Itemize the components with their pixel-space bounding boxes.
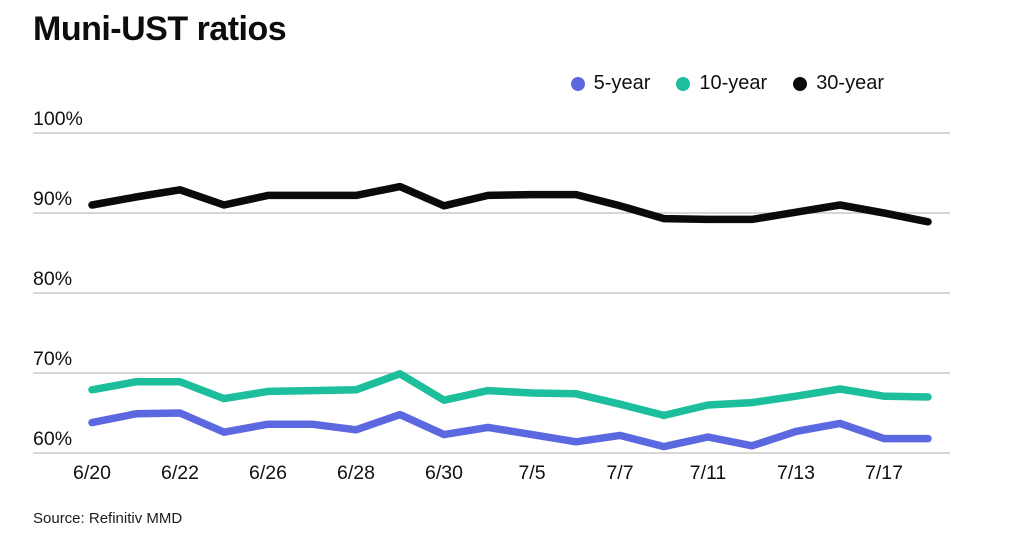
legend-dot-10-year-icon <box>676 76 691 91</box>
source-attribution: Source: Refinitiv MMD <box>33 510 183 527</box>
y-axis-label-70: 70% <box>33 348 72 370</box>
y-axis-label-100: 100% <box>33 108 83 130</box>
legend-item-5-year: 5-year <box>570 72 651 95</box>
y-axis-label-60: 60% <box>33 428 72 450</box>
x-axis-label-6-28: 6/28 <box>337 462 375 484</box>
legend-item-10-year: 10-year <box>676 72 767 95</box>
x-axis-label-6-22: 6/22 <box>161 462 199 484</box>
series-line-5-year <box>88 409 932 451</box>
x-axis-label-6-30: 6/30 <box>425 462 463 484</box>
series-line-30-year <box>88 182 932 226</box>
x-axis-label-7-5: 7/5 <box>518 462 545 484</box>
x-axis-label-7-7: 7/7 <box>606 462 633 484</box>
legend-label-5-year: 5-year <box>593 72 651 94</box>
y-axis-label-80: 80% <box>33 268 72 290</box>
legend-dot-30-year-icon <box>793 76 808 91</box>
chart-legend: 5-year 10-year 30-year <box>570 72 884 95</box>
legend-label-30-year: 30-year <box>816 72 884 94</box>
x-axis-label-7-11: 7/11 <box>690 462 727 484</box>
chart-title: Muni-UST ratios <box>33 10 287 48</box>
x-axis-label-6-20: 6/20 <box>73 462 111 484</box>
legend-item-30-year: 30-year <box>793 72 884 95</box>
x-axis-label-6-26: 6/26 <box>249 462 287 484</box>
legend-label-10-year: 10-year <box>699 72 768 94</box>
legend-dot-5-year-icon <box>570 76 585 91</box>
x-axis-label-7-13: 7/13 <box>777 462 815 484</box>
series-line-10-year <box>88 370 932 420</box>
x-axis-label-7-17: 7/17 <box>865 462 903 484</box>
y-axis-label-90: 90% <box>33 188 72 210</box>
